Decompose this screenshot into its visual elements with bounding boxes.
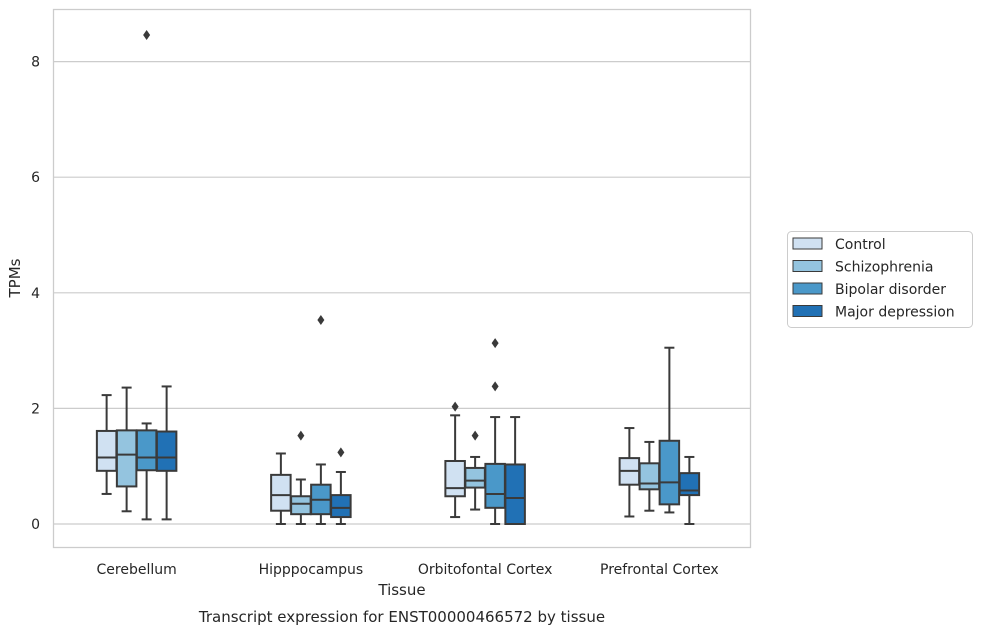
x-axis-label: Tissue (377, 581, 425, 599)
legend-label: Schizophrenia (835, 260, 933, 276)
y-tick-label: 8 (31, 55, 40, 71)
box-iqr (484, 462, 506, 509)
legend-label: Control (835, 237, 886, 253)
outlier-point (471, 430, 479, 441)
legend-swatch (792, 260, 823, 272)
legend-swatch (792, 282, 823, 295)
chart-caption: Transcript expression for ENST0000046657… (198, 608, 605, 626)
outlier-point (317, 314, 325, 325)
box-iqr (330, 494, 352, 519)
box-major-depression (678, 455, 701, 525)
x-tick-label: Hipppocampus (259, 562, 364, 578)
legend-frame (787, 231, 973, 328)
box-control (618, 427, 641, 518)
legend-swatch (792, 305, 823, 317)
box-major-depression (155, 385, 178, 521)
box-schizophrenia (115, 386, 138, 513)
box-iqr (135, 429, 158, 472)
legend-label: Bipolar disorder (835, 282, 946, 298)
x-tick-label: Orbitofontal Cortex (418, 562, 553, 578)
legend-swatch (792, 237, 823, 250)
x-tick-label: Prefrontal Cortex (600, 562, 719, 578)
outlier-point (491, 338, 499, 349)
box-layer (95, 30, 701, 526)
box-schizophrenia (464, 430, 486, 511)
box-schizophrenia (290, 430, 312, 525)
legend-items: Control Schizophrenia Bipolar disorder Majo… (792, 237, 955, 321)
box-bipolar-disorder (658, 346, 681, 514)
box-bipolar-disorder (310, 314, 332, 525)
y-tick-label: 0 (31, 517, 40, 533)
box-schizophrenia (638, 440, 661, 512)
y-tick-label: 2 (31, 401, 40, 417)
box-iqr (290, 495, 312, 516)
box-major-depression (330, 447, 352, 525)
legend: Control Schizophrenia Bipolar disorder Majo… (787, 231, 973, 328)
outlier-point (143, 30, 151, 41)
box-iqr (155, 430, 178, 472)
legend-label: Major depression (835, 305, 955, 321)
box-bipolar-disorder (484, 338, 506, 525)
box-iqr (638, 462, 661, 491)
tick-label-layer: 0 2 4 6 8 Cerebellum Hipppocampus Orbitofontal … (31, 55, 719, 578)
box-iqr (504, 463, 526, 526)
box-control (270, 452, 292, 525)
outlier-point (297, 430, 305, 441)
box-major-depression (504, 416, 526, 526)
box-iqr (678, 472, 701, 497)
box-iqr (444, 459, 466, 498)
box-iqr (115, 429, 138, 488)
outlier-point (337, 447, 345, 458)
x-tick-label: Cerebellum (97, 562, 177, 578)
outlier-point (451, 401, 459, 412)
box-control (444, 401, 466, 519)
y-tick-label: 6 (31, 170, 40, 186)
outlier-point (491, 381, 499, 392)
box-iqr (658, 439, 681, 506)
plot-frame (52, 8, 752, 549)
box-iqr (95, 429, 118, 472)
box-control (95, 394, 118, 495)
box-bipolar-disorder (135, 30, 158, 521)
grid-layer (53, 60, 751, 525)
y-axis-label: TPMs (6, 258, 24, 298)
box-iqr (464, 466, 486, 489)
y-tick-label: 4 (31, 286, 40, 302)
box-iqr (270, 473, 292, 512)
